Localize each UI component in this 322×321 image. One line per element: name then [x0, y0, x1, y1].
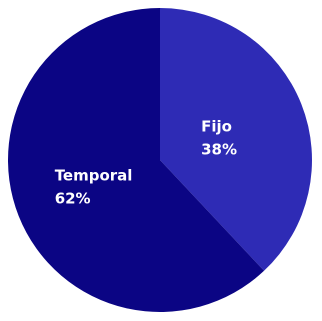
pie-labels: Fijo 38% Temporal 62% [55, 118, 237, 208]
slice-value-temporal: 62% [55, 189, 91, 207]
slice-label-fijo: Fijo [201, 118, 232, 136]
pie-slice-temporal [7, 8, 265, 312]
pie-slice-fijo [160, 8, 312, 271]
slice-label-temporal: Temporal [55, 166, 133, 184]
pie-slices [7, 8, 312, 312]
slice-value-fijo: 38% [201, 141, 237, 159]
